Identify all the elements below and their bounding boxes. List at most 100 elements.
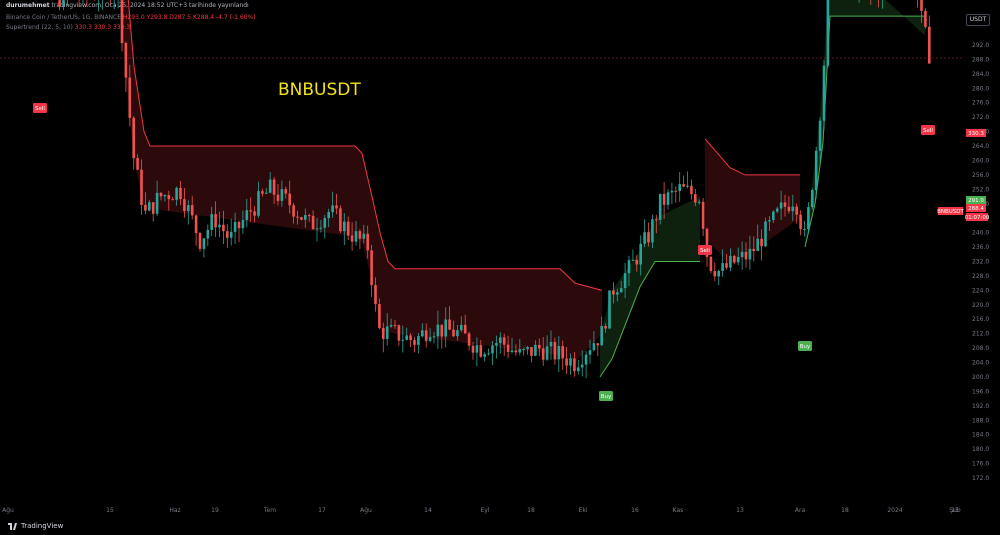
candle-body xyxy=(565,358,568,366)
candle-body xyxy=(736,256,740,263)
signal-label: Sell xyxy=(700,248,710,254)
candle-body xyxy=(163,195,167,197)
candle-body xyxy=(577,367,580,372)
supertrend-sell-line xyxy=(127,0,603,291)
time-tick-label: 15 xyxy=(951,507,959,514)
candle-body xyxy=(140,169,143,205)
price-tick-label: 220.0 xyxy=(972,302,989,309)
candle-body xyxy=(569,358,572,366)
candle-body xyxy=(787,206,791,212)
price-tick-label: 212.0 xyxy=(972,331,989,338)
time-tick-label: Ağu xyxy=(360,507,372,514)
candle-body xyxy=(752,248,756,252)
price-tick-label: 236.0 xyxy=(972,244,989,251)
time-tick-label: Tem xyxy=(263,507,276,514)
candle-body xyxy=(678,184,681,192)
symbol-legend[interactable]: Binance Coin / TetherUS, 1G, BINANCE H29… xyxy=(6,14,256,21)
candle-body xyxy=(444,319,447,337)
price-tick-label: 252.0 xyxy=(972,186,989,193)
candle-body xyxy=(612,290,615,295)
candle-body xyxy=(670,190,674,193)
price-tag-label: 01:07:00 xyxy=(965,215,990,221)
time-tick-label: 16 xyxy=(631,507,639,514)
author-name[interactable]: durumehmet xyxy=(6,2,50,9)
candle-body xyxy=(690,185,693,195)
candle-body xyxy=(674,190,678,192)
candle-body xyxy=(725,263,728,268)
candle-body xyxy=(436,324,440,337)
candle-body xyxy=(495,343,498,346)
candle-body xyxy=(545,346,549,360)
candle-body xyxy=(822,65,826,121)
price-tick-label: 176.0 xyxy=(972,461,989,468)
signal-badge xyxy=(599,391,613,401)
candle-body xyxy=(647,232,650,243)
tradingview-brand: TradingView xyxy=(21,522,64,530)
time-tick-label: Haz xyxy=(169,507,180,514)
candle-body xyxy=(686,185,689,187)
candle-body xyxy=(748,248,752,260)
price-tick-label: 260.0 xyxy=(972,157,989,164)
candle-body xyxy=(136,158,139,170)
candle-body xyxy=(623,273,627,289)
candle-body xyxy=(818,120,822,151)
price-tag-label: 288.4 xyxy=(968,206,984,212)
price-tick-label: 280.0 xyxy=(972,85,989,92)
candle-body xyxy=(608,290,611,329)
price-tick-label: 208.0 xyxy=(972,345,989,352)
candle-body xyxy=(596,343,600,346)
supertrend-buy-fill xyxy=(805,0,925,248)
candle-body xyxy=(772,211,775,221)
candle-body xyxy=(151,202,155,214)
candle-body xyxy=(346,221,350,236)
price-tick-label: 228.0 xyxy=(972,273,989,280)
candle-body xyxy=(541,348,545,360)
ohlc-values: H293.0 Y293.8 D287.5 K288.4 -4.7 (-1.60%… xyxy=(122,14,256,21)
candle-body xyxy=(920,0,923,11)
price-tick-label: 184.0 xyxy=(972,432,989,439)
candle-body xyxy=(717,270,720,277)
time-tick-label: 14 xyxy=(424,507,432,514)
candle-body xyxy=(198,233,202,249)
candle-body xyxy=(682,184,685,187)
supertrend-buy-line xyxy=(804,15,925,248)
candle-body xyxy=(666,192,670,205)
candle-body xyxy=(502,337,506,345)
candle-body xyxy=(651,219,654,243)
candle-body xyxy=(370,250,373,286)
candle-body xyxy=(382,327,385,339)
candle-body xyxy=(826,0,830,66)
price-tick-label: 240.0 xyxy=(972,230,989,237)
price-tick-label: 180.0 xyxy=(972,446,989,453)
candle-body xyxy=(799,214,802,230)
candle-body xyxy=(179,187,182,200)
price-tick-label: 264.0 xyxy=(972,143,989,150)
candle-body xyxy=(709,256,713,272)
candle-body xyxy=(475,345,479,353)
time-tick-label: 15 xyxy=(106,507,114,514)
candle-body xyxy=(319,227,323,229)
candle-body xyxy=(600,325,603,346)
candle-body xyxy=(619,288,623,293)
candle-body xyxy=(701,201,705,229)
candle-body xyxy=(510,350,514,353)
candle-body xyxy=(471,345,475,353)
candle-body xyxy=(120,0,124,44)
candle-body xyxy=(526,347,529,350)
candle-body xyxy=(499,337,502,344)
indicator-name: Supertrend (22, 5, 10) xyxy=(6,24,73,31)
price-tick-label: 288.0 xyxy=(972,56,989,63)
tradingview-logo[interactable]: TradingView xyxy=(8,522,63,530)
candle-body xyxy=(534,344,537,356)
candle-body xyxy=(733,255,736,263)
candle-body xyxy=(343,221,346,232)
candle-body xyxy=(643,232,646,244)
indicator-legend[interactable]: Supertrend (22, 5, 10) 330.3 330.3 330.3 xyxy=(6,24,130,31)
candle-body xyxy=(401,339,405,341)
candle-body xyxy=(740,251,744,257)
candle-body xyxy=(744,251,748,260)
candle-body xyxy=(257,191,260,216)
candle-body xyxy=(378,304,381,328)
currency-button[interactable]: USDT xyxy=(966,14,990,26)
